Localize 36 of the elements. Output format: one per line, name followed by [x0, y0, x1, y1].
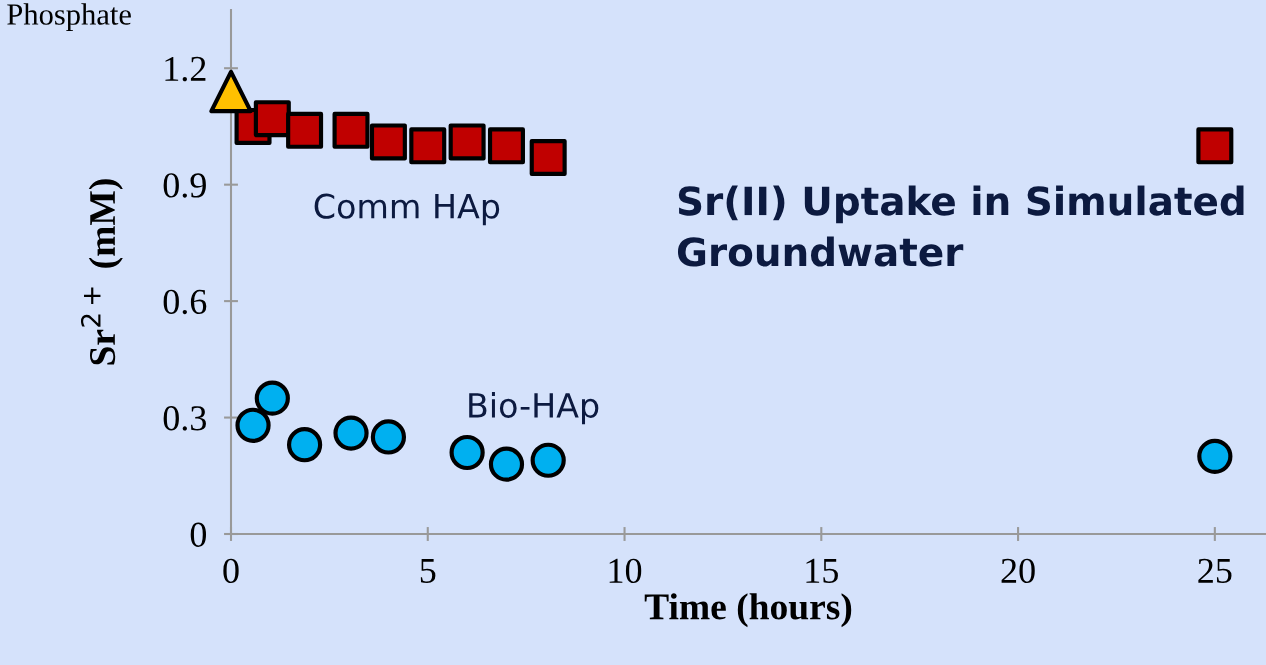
point: [209, 69, 253, 114]
point: [530, 442, 566, 478]
point: [235, 407, 271, 443]
x-tick-label: 15: [806, 558, 838, 584]
series-label: Bio-HAp: [469, 392, 599, 425]
x-tick-label: 0: [223, 558, 239, 584]
x-axis-title: Time (hours): [644, 593, 852, 628]
y-tick-label: 1.2: [165, 56, 206, 82]
series-label: Comm HAp: [314, 193, 500, 226]
annotation: Sr(II) Uptake in Simulated Groundwater: [677, 185, 1244, 267]
point: [332, 111, 370, 149]
point: [449, 434, 485, 471]
point: [253, 100, 291, 138]
x-tick-label: 20: [1001, 558, 1035, 584]
point: [529, 138, 567, 177]
x-tick-label: 25: [1198, 558, 1232, 584]
point: [333, 415, 369, 451]
y-tick-label: 0: [190, 522, 207, 547]
point: [286, 427, 323, 463]
point: [1196, 127, 1234, 165]
y-tick-label: 0.9: [163, 173, 206, 198]
point: [369, 123, 407, 161]
point: [487, 127, 525, 165]
point: [448, 123, 486, 161]
point: [488, 446, 525, 482]
point: [409, 127, 447, 165]
y-axis-title: Sr$^{2+}$ (mM): [80, 179, 123, 365]
point: [370, 419, 407, 455]
x-tick-label: 5: [420, 559, 436, 584]
point: [286, 111, 324, 149]
y-tick-label: 0.3: [163, 406, 206, 431]
point: [1197, 438, 1233, 474]
x-tick-label: 10: [609, 558, 642, 584]
y-tick-label: 0.6: [163, 289, 207, 315]
text: Phosphate: [7, 3, 131, 32]
point: [254, 380, 290, 416]
